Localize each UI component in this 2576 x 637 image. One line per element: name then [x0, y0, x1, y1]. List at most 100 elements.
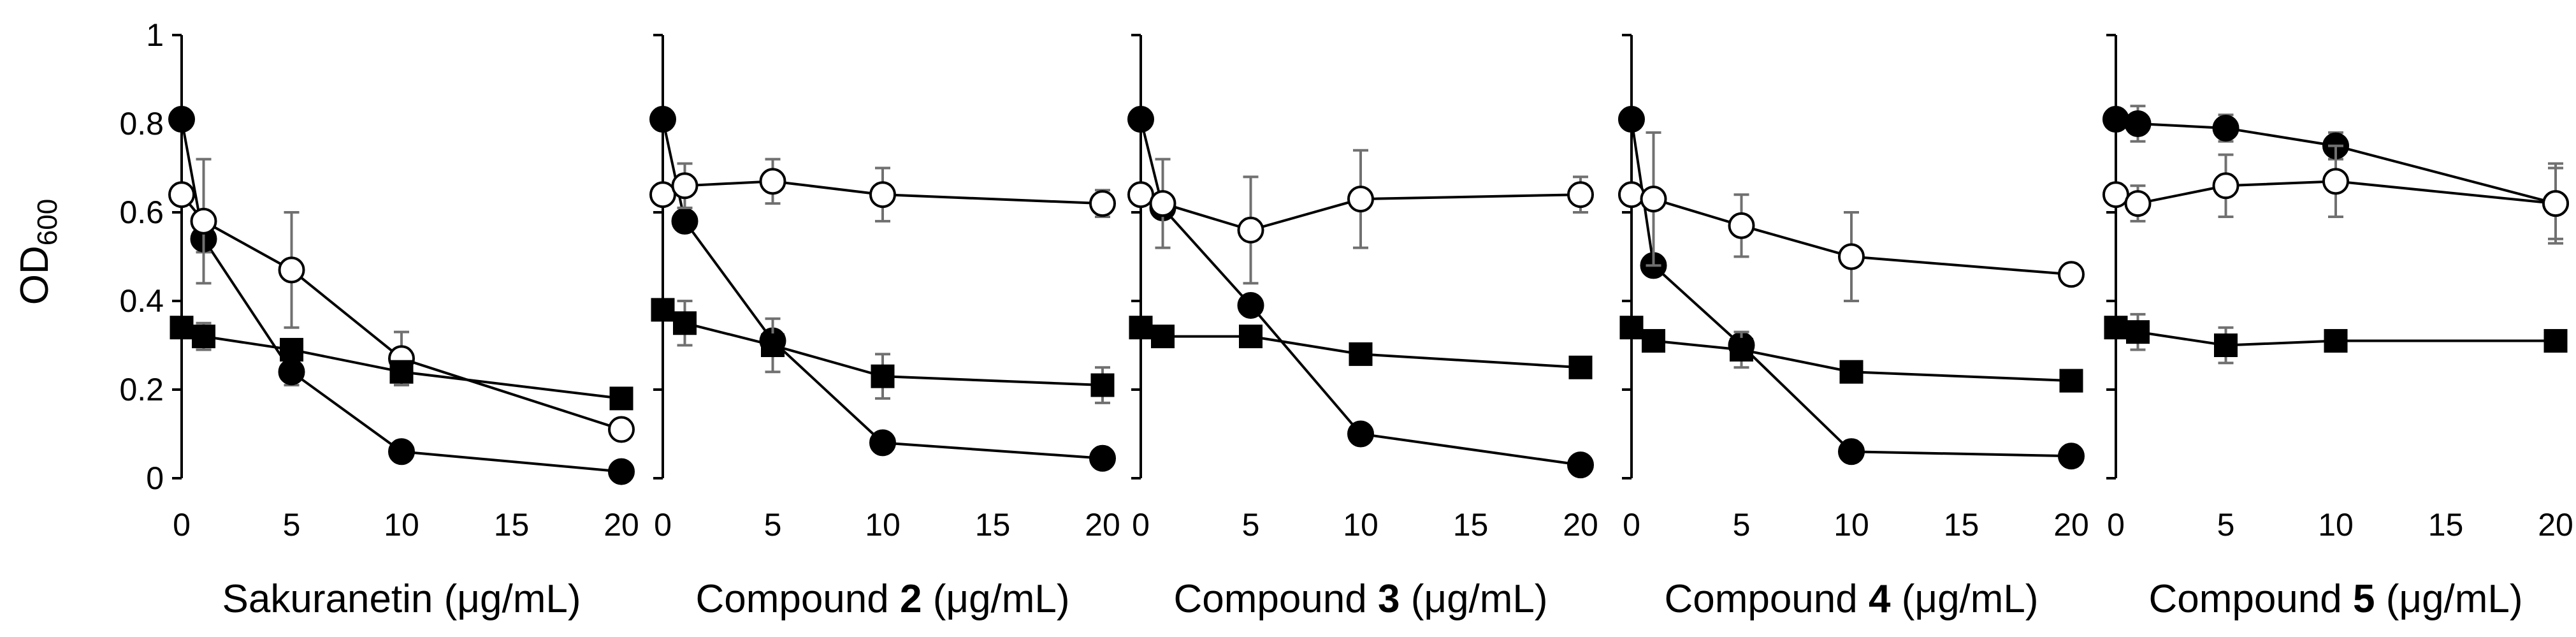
- panel-3: 0 5 10 15 20 Compound 3 (μg/mL): [1127, 34, 1598, 621]
- series-line: [180, 193, 622, 431]
- data-point-circle: [1127, 106, 1154, 133]
- x-tick-label: 15: [2428, 507, 2464, 543]
- data-point-circle: [671, 172, 698, 200]
- data-point-square: [651, 298, 675, 322]
- x-axis-title: Compound 2 (μg/mL): [695, 577, 1069, 621]
- x-axis-title-unit: (μg/mL): [2375, 577, 2522, 621]
- x-tick-label: 10: [865, 507, 901, 543]
- data-point-circle: [2102, 181, 2129, 209]
- series-filled-circle: [1127, 106, 1594, 479]
- data-point-circle: [190, 207, 217, 235]
- data-point-circle: [278, 358, 305, 386]
- data-point-square: [2214, 333, 2238, 357]
- data-point-square: [170, 316, 194, 340]
- data-point-circle: [1089, 444, 1116, 472]
- data-point-square: [1129, 316, 1153, 340]
- data-point-square: [1619, 316, 1644, 340]
- x-axis-title-compound-number: 4: [1869, 577, 1891, 621]
- data-point-circle: [1567, 181, 1594, 209]
- x-tick-label: 5: [283, 507, 301, 543]
- data-point-square: [1642, 329, 1665, 353]
- data-point-circle: [1237, 291, 1264, 319]
- x-axis-title-unit: (μg/mL): [1400, 577, 1547, 621]
- data-point-circle: [1728, 212, 1755, 239]
- series-open-circle: [168, 157, 635, 443]
- x-axis-title-prefix: Compound: [1664, 577, 1869, 621]
- data-point-circle: [2212, 114, 2240, 142]
- series-open-circle: [2102, 144, 2569, 240]
- data-point-circle: [2102, 106, 2129, 133]
- data-point-circle: [649, 181, 676, 209]
- x-tick-label: 20: [2538, 507, 2573, 543]
- x-tick-label: 20: [1563, 507, 1598, 543]
- data-point-circle: [168, 181, 195, 209]
- panel-4: 0 5 10 15 20 Compound 4 (μg/mL): [1618, 34, 2089, 621]
- data-point-circle: [1567, 451, 1594, 479]
- data-point-circle: [1618, 181, 1645, 209]
- data-point-square: [1839, 360, 1863, 384]
- data-point-square: [871, 364, 895, 388]
- y-axis-title-text: OD600: [13, 199, 63, 305]
- x-axis-title-unit: (μg/mL): [1890, 577, 2038, 621]
- x-tick-label: 0: [173, 507, 191, 543]
- data-point-circle: [759, 168, 786, 195]
- series-open-circle: [1618, 131, 2085, 302]
- data-point-circle: [1237, 216, 1264, 244]
- x-tick-label: 10: [2318, 507, 2354, 543]
- x-tick-label: 10: [384, 507, 419, 543]
- data-point-square: [192, 325, 215, 349]
- data-point-circle: [2542, 190, 2569, 217]
- x-axis-title-compound-number: 2: [900, 577, 922, 621]
- data-point-circle: [2058, 261, 2085, 288]
- x-tick-label: 20: [604, 507, 639, 543]
- data-point-square: [1090, 373, 1115, 397]
- y-tick-label: 0.4: [119, 283, 164, 319]
- y-axis-title-main: OD: [13, 245, 57, 305]
- x-tick-label: 0: [654, 507, 672, 543]
- x-axis-title: Compound 5 (μg/mL): [2148, 577, 2522, 621]
- x-tick-label: 15: [975, 507, 1011, 543]
- data-point-circle: [608, 416, 635, 443]
- data-point-circle: [1838, 243, 1865, 270]
- data-point-circle: [608, 458, 635, 485]
- data-point-square: [389, 360, 414, 384]
- x-axis-title-prefix: Compound: [695, 577, 900, 621]
- x-tick-label: 5: [1733, 507, 1751, 543]
- y-tick-label: 1: [146, 17, 164, 53]
- data-point-circle: [671, 207, 698, 235]
- series-open-circle: [1127, 149, 1594, 285]
- data-point-square: [2059, 369, 2083, 393]
- data-point-circle: [168, 106, 195, 133]
- x-axis-title: Compound 4 (μg/mL): [1664, 577, 2038, 621]
- x-tick-label: 10: [1834, 507, 1869, 543]
- data-point-circle: [278, 256, 305, 284]
- data-point-circle: [869, 429, 896, 457]
- data-point-square: [280, 337, 303, 362]
- x-axis-title-compound-number: 5: [2353, 577, 2375, 621]
- y-tick-label: 0.8: [119, 106, 164, 142]
- x-axis-title-prefix: Compound: [2148, 577, 2353, 621]
- data-point-circle: [2124, 110, 2152, 137]
- x-tick-label: 15: [494, 507, 530, 543]
- x-tick-label: 0: [1132, 507, 1150, 543]
- data-point-square: [1568, 355, 1593, 379]
- data-point-circle: [1127, 181, 1154, 209]
- data-point-square: [2104, 316, 2128, 340]
- x-axis-title-compound-number: 3: [1378, 577, 1400, 621]
- panel-2: 0 5 10 15 20 Compound 2 (μg/mL): [649, 34, 1120, 621]
- x-tick-label: 0: [1623, 507, 1640, 543]
- x-axis-title-prefix: Compound: [1173, 577, 1378, 621]
- data-point-square: [2543, 329, 2568, 353]
- x-axis-title: Compound 3 (μg/mL): [1173, 577, 1547, 621]
- data-point-circle: [2058, 443, 2085, 470]
- x-tick-label: 15: [1453, 507, 1489, 543]
- series-filled-circle: [168, 106, 635, 485]
- series-line: [180, 119, 622, 473]
- data-point-square: [609, 386, 633, 411]
- data-point-circle: [2124, 190, 2152, 217]
- x-axis-title-prefix: Sakuranetin (μg/mL): [222, 577, 581, 621]
- y-axis-title: OD600: [13, 199, 63, 305]
- x-axis-title: Sakuranetin (μg/mL): [222, 577, 581, 621]
